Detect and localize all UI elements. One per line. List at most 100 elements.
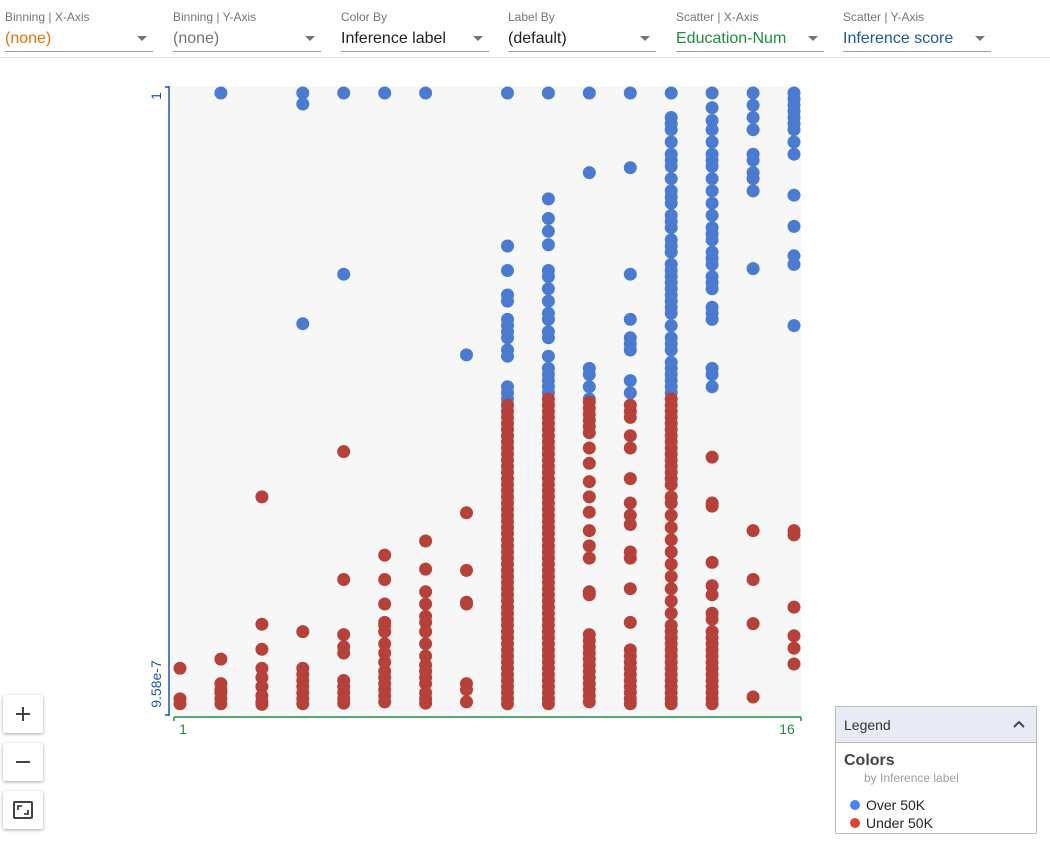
data-point[interactable] — [214, 652, 228, 666]
scatter-x-dropdown[interactable]: Scatter | X-Axis Education-Num — [676, 10, 824, 52]
data-point[interactable] — [296, 625, 310, 639]
data-point[interactable] — [664, 606, 678, 620]
data-point[interactable] — [787, 147, 801, 161]
data-point[interactable] — [501, 697, 514, 711]
data-point[interactable] — [705, 101, 719, 115]
data-point[interactable] — [541, 312, 555, 326]
data-point[interactable] — [705, 450, 719, 464]
data-point[interactable] — [623, 551, 637, 565]
data-point[interactable] — [173, 661, 187, 675]
data-point[interactable] — [501, 264, 514, 277]
data-point[interactable] — [378, 86, 392, 100]
data-point[interactable] — [623, 441, 637, 455]
data-point[interactable] — [705, 499, 719, 513]
data-point[interactable] — [460, 695, 473, 709]
data-point[interactable] — [705, 123, 719, 137]
data-point[interactable] — [582, 475, 596, 489]
data-point[interactable] — [582, 368, 596, 381]
data-point[interactable] — [705, 612, 719, 626]
data-point[interactable] — [664, 306, 678, 320]
data-point[interactable] — [501, 331, 514, 345]
data-point[interactable] — [460, 348, 473, 362]
data-point[interactable] — [623, 312, 637, 326]
data-point[interactable] — [664, 123, 678, 137]
data-point[interactable] — [664, 172, 678, 186]
data-point[interactable] — [582, 426, 596, 440]
data-point[interactable] — [337, 628, 351, 642]
data-point[interactable] — [419, 696, 433, 710]
data-point[interactable] — [787, 641, 801, 655]
data-point[interactable] — [541, 238, 555, 252]
binning-x-dropdown[interactable]: Binning | X-Axis (none) — [5, 10, 153, 52]
data-point[interactable] — [541, 212, 555, 225]
data-point[interactable] — [255, 680, 269, 694]
data-point[interactable] — [541, 349, 555, 363]
data-point[interactable] — [337, 267, 351, 281]
data-point[interactable] — [746, 111, 760, 124]
data-point[interactable] — [419, 562, 433, 576]
data-point[interactable] — [623, 508, 637, 522]
data-point[interactable] — [378, 637, 392, 651]
data-point[interactable] — [419, 86, 433, 100]
data-point[interactable] — [582, 588, 596, 602]
chevron-up-icon[interactable] — [1012, 717, 1026, 731]
data-point[interactable] — [664, 582, 678, 596]
data-point[interactable] — [664, 196, 678, 210]
data-point[interactable] — [746, 184, 760, 198]
data-point[interactable] — [582, 456, 596, 470]
dropdown-value-box[interactable]: (none) — [5, 28, 153, 52]
data-point[interactable] — [664, 545, 678, 559]
fit-to-screen-button[interactable] — [3, 791, 43, 829]
data-point[interactable] — [705, 555, 719, 569]
data-point[interactable] — [255, 661, 269, 675]
legend-header[interactable]: Legend — [836, 707, 1036, 743]
data-point[interactable] — [460, 597, 473, 611]
scatter-y-dropdown[interactable]: Scatter | Y-Axis Inference score — [843, 10, 991, 52]
data-point[interactable] — [582, 551, 596, 565]
data-point[interactable] — [705, 257, 719, 271]
data-point[interactable] — [582, 539, 596, 553]
data-point[interactable] — [582, 441, 596, 455]
data-point[interactable] — [337, 86, 351, 100]
data-point[interactable] — [378, 597, 392, 611]
data-point[interactable] — [623, 496, 637, 510]
data-point[interactable] — [664, 533, 678, 547]
data-point[interactable] — [664, 86, 678, 100]
data-point[interactable] — [705, 172, 719, 186]
data-point[interactable] — [541, 697, 555, 711]
data-point[interactable] — [787, 257, 801, 271]
data-point[interactable] — [460, 683, 473, 697]
data-point[interactable] — [705, 196, 719, 210]
data-point[interactable] — [746, 617, 760, 631]
data-point[interactable] — [787, 135, 801, 149]
data-point[interactable] — [337, 445, 351, 459]
data-point[interactable] — [541, 192, 555, 206]
zoom-in-button[interactable] — [3, 695, 43, 733]
data-point[interactable] — [664, 319, 678, 333]
data-point[interactable] — [214, 697, 228, 711]
data-point[interactable] — [746, 524, 760, 538]
data-point[interactable] — [419, 615, 433, 629]
dropdown-value-box[interactable]: Inference score — [843, 28, 991, 52]
data-point[interactable] — [255, 671, 269, 684]
data-point[interactable] — [664, 159, 678, 173]
data-point[interactable] — [623, 161, 637, 175]
dropdown-value-box[interactable]: Inference label — [341, 28, 489, 52]
data-point[interactable] — [296, 86, 310, 100]
data-point[interactable] — [582, 490, 596, 504]
data-point[interactable] — [582, 166, 596, 180]
data-point[interactable] — [705, 159, 719, 173]
data-point[interactable] — [255, 617, 269, 631]
data-point[interactable] — [664, 697, 678, 711]
data-point[interactable] — [378, 655, 392, 669]
data-point[interactable] — [582, 505, 596, 519]
data-point[interactable] — [746, 573, 760, 586]
zoom-out-button[interactable] — [3, 743, 43, 781]
data-point[interactable] — [705, 282, 719, 296]
data-point[interactable] — [746, 98, 760, 112]
data-point[interactable] — [582, 695, 596, 709]
data-point[interactable] — [787, 629, 801, 643]
data-point[interactable] — [173, 697, 187, 711]
data-point[interactable] — [705, 184, 719, 198]
